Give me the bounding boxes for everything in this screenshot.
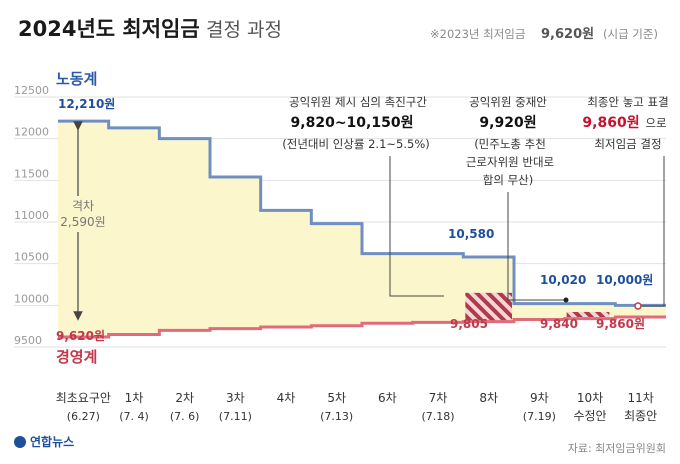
gap-label: 격차 (72, 199, 94, 213)
final-line1: 최종안 놓고 표결 (587, 95, 668, 109)
x-date-9: (7.19) (523, 410, 556, 423)
final-leader (642, 156, 665, 307)
x-tick-0: 최초요구안 (56, 391, 111, 405)
logo-mark (14, 436, 26, 448)
gap-value: 2,590원 (60, 215, 105, 229)
x-tick-1: 1차 (125, 391, 144, 405)
final-value: 9,860원 (582, 115, 639, 131)
y-tick-12000: 12000 (14, 126, 49, 139)
x-tick-3: 3차 (226, 391, 245, 405)
x-tick-9: 9차 (530, 391, 549, 405)
x-date-0: (6.27) (67, 410, 100, 423)
final-dot (634, 302, 642, 310)
series-label-labor: 노동계 (56, 70, 97, 88)
final-line2: 최저임금 결정 (594, 137, 661, 151)
label-mgmt-10: 9,840 (540, 317, 578, 331)
range-value: 9,820~10,150원 (291, 115, 414, 131)
note-prefix: ※2023년 최저임금 (430, 27, 525, 41)
x-tick-11: 11차 (628, 391, 654, 405)
x-tick-4: 4차 (277, 391, 296, 405)
label-labor-11: 10,000원 (596, 273, 653, 287)
x-date-11: 최종안 (624, 409, 657, 423)
series-label-management: 경영계 (56, 348, 97, 366)
mediation-dot (563, 297, 569, 303)
x-tick-2: 2차 (175, 391, 194, 405)
series-line-management (58, 315, 666, 339)
x-date-1: (7. 4) (119, 410, 149, 423)
y-tick-11000: 11000 (14, 209, 49, 222)
final-suffix: 으로 (645, 116, 666, 130)
y-tick-10500: 10500 (14, 251, 49, 264)
series-line-labor (58, 119, 666, 307)
mediation-title: 공익위원 중재안 (469, 95, 547, 109)
source-text: 자료: 최저임금위원회 (568, 442, 666, 455)
label-labor-10: 10,020 (540, 273, 586, 287)
label-labor-first: 12,210원 (58, 97, 115, 111)
logo-text: 연합뉴스 (30, 434, 74, 449)
x-date-5: (7.13) (320, 410, 353, 423)
range-leader (389, 156, 444, 297)
x-date-10: 수정안 (573, 409, 606, 423)
x-tick-5: 5차 (327, 391, 346, 405)
chart-subtitle: 결정 과정 (206, 19, 282, 41)
x-tick-10: 10차 (577, 391, 603, 405)
line-layer (58, 119, 666, 339)
note-suffix: (시급 기준) (603, 27, 658, 41)
mediation-detail-3: 합의 무산) (483, 173, 533, 187)
gap-label-bg (60, 196, 106, 232)
label-mgmt-8: 9,805 (450, 317, 488, 331)
label-mgmt-first: 9,620원 (56, 329, 105, 343)
y-tick-9500: 9500 (14, 334, 42, 347)
mediation-hatch (566, 312, 610, 317)
x-date-2: (7. 6) (170, 410, 200, 423)
y-tick-12500: 12500 (14, 84, 49, 97)
y-tick-11500: 11500 (14, 167, 49, 180)
mediation-detail-2: 근로자위원 반대로 (466, 155, 554, 169)
x-tick-8: 8차 (479, 391, 498, 405)
x-date-3: (7.11) (219, 410, 252, 423)
tick-layer: 9500 10000 10500 11000 11500 12000 12500 최초요구안 (… (14, 84, 657, 423)
x-date-7: (7.18) (421, 410, 454, 423)
chart-title: 2024년도 최저임금 (18, 17, 200, 41)
mediation-leader (507, 192, 566, 301)
label-labor-8: 10,580 (448, 227, 494, 241)
mediation-detail-1: (민주노총 추천 (474, 137, 546, 151)
mediation-value: 9,920원 (479, 115, 536, 131)
label-mgmt-11: 9,860원 (596, 317, 645, 331)
promotion-range-hatch (465, 292, 512, 321)
range-detail: (전년대비 인상률 2.1~5.5%) (282, 137, 429, 151)
x-tick-7: 7차 (429, 391, 448, 405)
y-tick-10000: 10000 (14, 292, 49, 305)
x-tick-6: 6차 (378, 391, 397, 405)
range-title: 공익위원 제시 심의 촉진구간 (289, 95, 427, 109)
note-value: 9,620원 (541, 27, 594, 42)
